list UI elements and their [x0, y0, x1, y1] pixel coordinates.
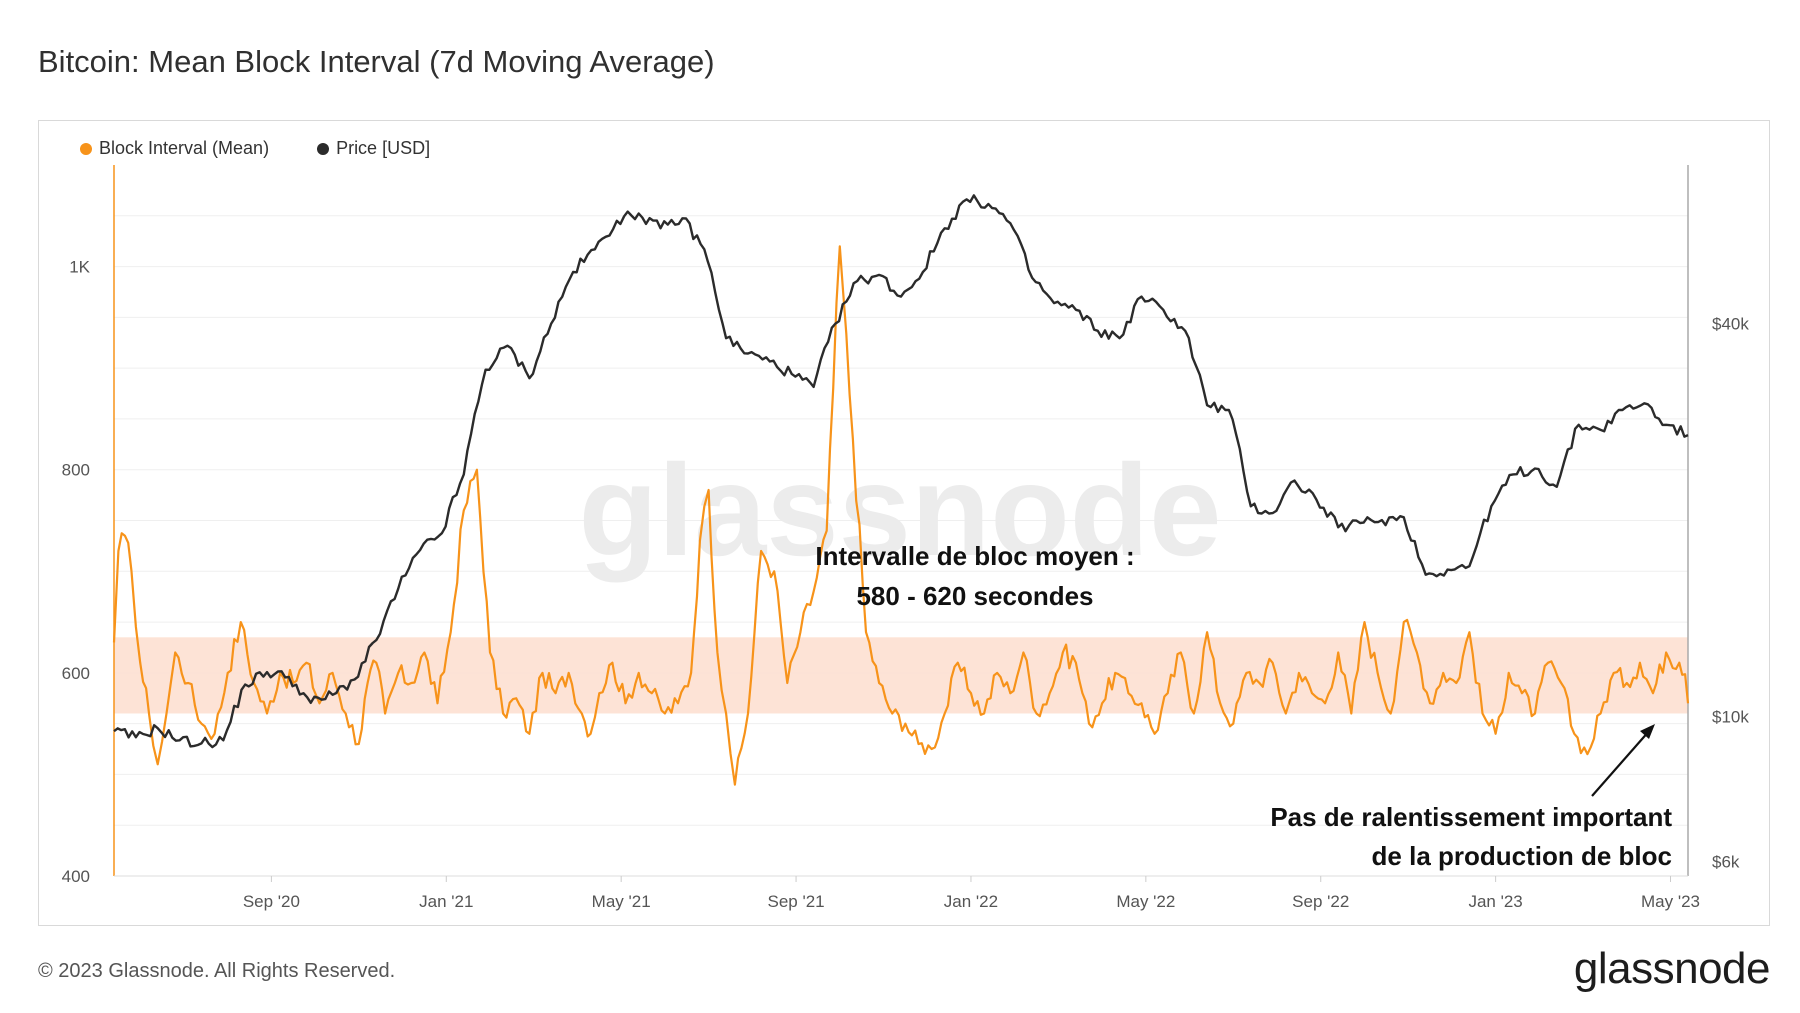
series-line-block-interval: [112, 245, 1690, 786]
x-tick-label: Sep '22: [1292, 892, 1349, 911]
annotation-band-text: 580 - 620 secondes: [856, 581, 1093, 611]
x-tick-label: Jan '23: [1468, 892, 1522, 911]
watermark: glassnode: [579, 437, 1222, 583]
annotation-arrow-shaft: [1591, 729, 1651, 797]
brand-logo: glassnode: [1573, 944, 1771, 993]
x-tick-label: Jan '21: [419, 892, 473, 911]
series-line-price: [113, 194, 1689, 749]
legend-item-price[interactable]: Price [USD]: [317, 138, 430, 159]
chart-legend: Block Interval (Mean) Price [USD]: [80, 138, 430, 159]
annotation-band-text: Intervalle de bloc moyen :: [815, 541, 1134, 571]
x-tick-label: Jan '22: [944, 892, 998, 911]
annotation-no-slowdown-text: Pas de ralentissement important: [1270, 802, 1672, 832]
legend-dot-price: [317, 142, 330, 155]
y-left-tick-label: 400: [62, 867, 90, 886]
x-tick-label: May '23: [1641, 892, 1700, 911]
target-band: [114, 637, 1688, 714]
legend-label-price: Price [USD]: [336, 138, 431, 158]
y-left-tick-label: 1K: [69, 258, 90, 277]
annotation-no-slowdown-text: de la production de bloc: [1372, 841, 1672, 871]
x-tick-label: May '21: [592, 892, 651, 911]
copyright-text: © 2023 Glassnode. All Rights Reserved.: [38, 960, 396, 982]
y-right-tick-label: $6k: [1712, 852, 1740, 871]
x-tick-label: Sep '21: [767, 892, 824, 911]
y-left-tick-label: 800: [62, 461, 90, 480]
y-right-tick-label: $40k: [1712, 315, 1749, 334]
legend-dot-block-interval: [80, 142, 92, 155]
chart-frame: [38, 120, 1770, 926]
legend-label-block-interval: Block Interval (Mean): [99, 138, 270, 158]
legend-item-block-interval[interactable]: Block Interval (Mean): [80, 138, 269, 159]
chart-title: Bitcoin: Mean Block Interval (7d Moving …: [38, 44, 715, 79]
x-tick-label: May '22: [1116, 892, 1175, 911]
y-right-tick-label: $10k: [1712, 708, 1749, 727]
x-tick-label: Sep '20: [243, 892, 300, 911]
y-left-tick-label: 600: [62, 664, 90, 683]
annotation-arrow-head: [1640, 724, 1655, 739]
